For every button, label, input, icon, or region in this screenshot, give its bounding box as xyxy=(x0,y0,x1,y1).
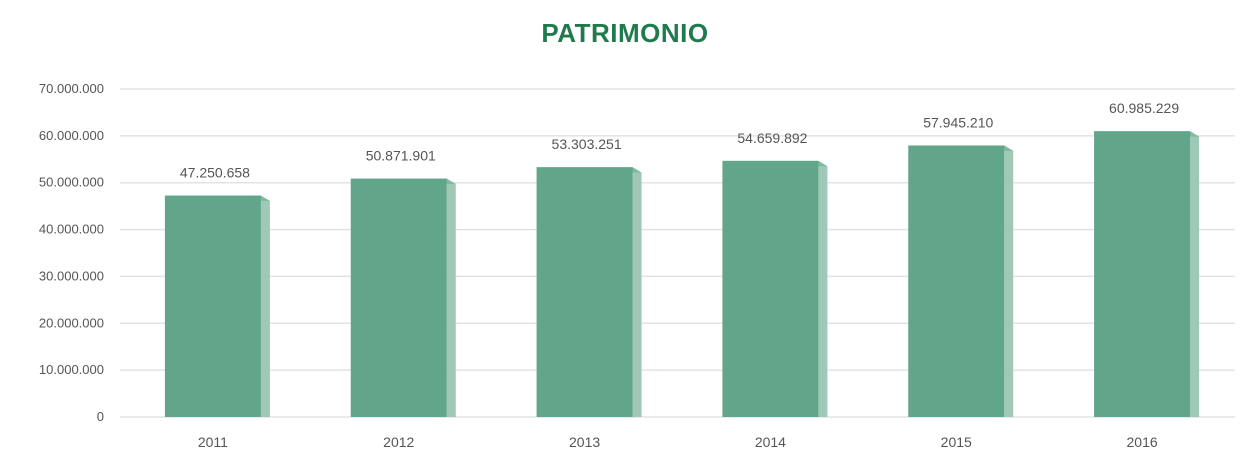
y-tick-label: 60.000.000 xyxy=(39,128,104,143)
bar-side xyxy=(1004,145,1014,418)
bar xyxy=(1094,131,1191,417)
bar xyxy=(722,160,819,417)
x-tick-label: 2013 xyxy=(569,434,600,450)
x-tick-label: 2016 xyxy=(1127,434,1158,450)
bar-side xyxy=(1190,131,1200,417)
bar-side xyxy=(632,167,642,417)
data-label: 47.250.658 xyxy=(180,165,250,181)
x-tick-label: 2012 xyxy=(383,434,414,450)
x-tick-label: 2011 xyxy=(198,434,228,450)
data-label: 54.659.892 xyxy=(737,130,807,146)
y-tick-label: 0 xyxy=(97,409,104,424)
bar xyxy=(536,167,633,417)
data-label: 53.303.251 xyxy=(552,136,622,152)
data-label: 50.871.901 xyxy=(366,148,436,164)
y-tick-label: 30.000.000 xyxy=(39,268,104,283)
y-tick-label: 70.000.000 xyxy=(39,81,104,96)
bar-side xyxy=(446,178,456,417)
y-tick-label: 20.000.000 xyxy=(39,315,104,330)
bar-side xyxy=(818,160,828,417)
x-tick-label: 2014 xyxy=(755,434,786,450)
bar xyxy=(164,195,261,417)
bar xyxy=(350,178,447,417)
bar-side xyxy=(260,195,270,417)
chart-title: PATRIMONIO xyxy=(541,18,709,48)
y-tick-label: 50.000.000 xyxy=(39,175,104,190)
data-label: 60.985.229 xyxy=(1109,100,1179,116)
bar xyxy=(908,145,1005,418)
y-tick-label: 10.000.000 xyxy=(39,362,104,377)
data-label: 57.945.210 xyxy=(923,114,993,130)
y-tick-label: 40.000.000 xyxy=(39,222,104,237)
x-tick-label: 2015 xyxy=(941,434,972,450)
